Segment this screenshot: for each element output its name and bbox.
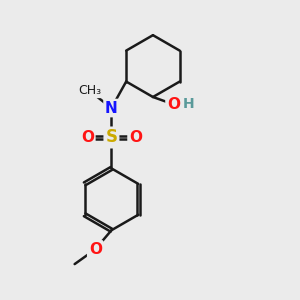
- Text: O: O: [129, 130, 142, 145]
- Text: N: N: [105, 100, 118, 116]
- Text: O: O: [81, 130, 94, 145]
- Text: H: H: [183, 98, 195, 111]
- Text: O: O: [167, 97, 180, 112]
- Text: CH₃: CH₃: [78, 84, 101, 97]
- Text: O: O: [89, 242, 102, 257]
- Text: S: S: [105, 128, 117, 146]
